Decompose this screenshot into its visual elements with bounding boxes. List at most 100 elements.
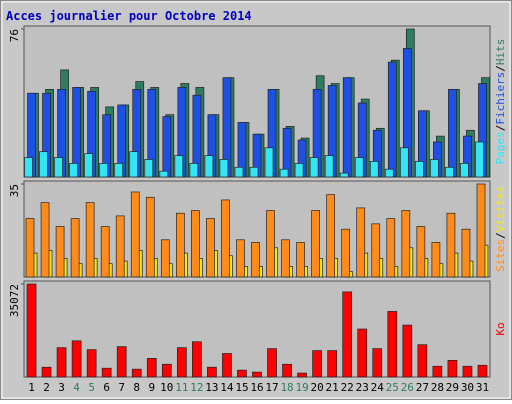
bar	[342, 291, 353, 378]
x-tick-label: 12	[190, 381, 203, 394]
y-tick-label: 35072	[8, 284, 21, 317]
bar	[70, 218, 80, 278]
x-tick-label: 13	[205, 381, 218, 394]
x-tick-label: 14	[220, 381, 234, 394]
bar	[296, 242, 305, 278]
bar	[129, 151, 139, 178]
x-tick-label: 10	[160, 381, 173, 394]
bar	[384, 168, 394, 178]
x-tick-label: 26	[401, 381, 414, 394]
bar	[386, 218, 396, 278]
x-tick-label: 22	[341, 381, 354, 394]
bar	[416, 226, 426, 278]
bar	[236, 239, 245, 278]
bar	[175, 212, 185, 278]
bar	[326, 194, 336, 278]
x-tick-label: 30	[461, 381, 474, 394]
legend: Pages/Fichiers/Hits	[494, 39, 507, 165]
x-tick-label: 19	[295, 381, 308, 394]
x-tick-label: 1	[28, 381, 35, 394]
bar	[369, 161, 379, 178]
bar	[25, 218, 35, 278]
x-tick-label: 6	[103, 381, 110, 394]
bar	[342, 77, 352, 178]
x-tick-label: 25	[386, 381, 399, 394]
bar	[191, 210, 200, 278]
bar	[372, 348, 383, 378]
bar	[415, 161, 424, 178]
bar	[339, 172, 349, 178]
bar	[144, 159, 154, 178]
bar	[219, 159, 229, 178]
bar	[462, 365, 473, 378]
x-tick-label: 4	[73, 381, 80, 394]
bar	[281, 239, 290, 278]
x-tick-label: 5	[88, 381, 95, 394]
x-tick-label: 27	[416, 381, 429, 394]
bar	[357, 328, 368, 378]
x-tick-label: 23	[356, 381, 369, 394]
x-tick-label: 3	[58, 381, 65, 394]
bar	[448, 89, 457, 178]
x-tick-label: 29	[446, 381, 459, 394]
bar	[204, 155, 214, 178]
bar	[430, 159, 439, 178]
bar	[251, 242, 260, 278]
x-tick-label: 17	[265, 381, 278, 394]
bar	[41, 366, 52, 378]
legend-entry: Hits	[494, 39, 507, 66]
legend-separator: /	[494, 125, 507, 132]
bar	[100, 226, 110, 278]
legend: Ko	[494, 322, 507, 335]
bar	[477, 364, 488, 378]
bar	[431, 242, 441, 278]
bar	[85, 202, 95, 278]
bar	[40, 202, 50, 278]
x-tick-label: 24	[371, 381, 385, 394]
x-tick-label: 18	[280, 381, 293, 394]
legend-separator: /	[494, 232, 507, 239]
bar	[266, 210, 275, 278]
bar	[309, 157, 319, 178]
bar	[130, 191, 140, 278]
bar	[476, 183, 486, 278]
bar	[56, 347, 67, 378]
bar	[206, 218, 215, 278]
bar	[159, 170, 169, 178]
legend-entry: Fichiers	[494, 72, 507, 125]
bar	[354, 157, 364, 178]
bar	[460, 163, 469, 178]
bar	[279, 168, 289, 178]
legend-entry: Ko	[494, 322, 507, 335]
bar	[55, 226, 65, 278]
bar	[160, 239, 170, 278]
bar	[446, 212, 456, 278]
bar	[174, 155, 184, 178]
legend-entry: Visites	[494, 186, 507, 232]
x-tick-label: 2	[43, 381, 50, 394]
bar	[371, 223, 381, 278]
bar	[267, 348, 277, 378]
bar	[162, 116, 172, 178]
bar	[387, 311, 398, 378]
x-tick-label: 15	[235, 381, 248, 394]
bar	[401, 210, 411, 278]
bar	[324, 155, 334, 178]
bar	[146, 358, 157, 378]
bar	[114, 163, 124, 178]
bar	[86, 349, 97, 378]
legend: Sites/Visites	[494, 186, 507, 272]
bar	[387, 61, 397, 178]
bar	[475, 141, 484, 178]
bar	[311, 210, 320, 278]
bar	[189, 163, 199, 178]
bar	[26, 283, 37, 378]
bar	[222, 353, 232, 378]
legend-entry: Sites	[494, 239, 507, 272]
x-tick-label: 7	[118, 381, 125, 394]
bar	[237, 369, 247, 378]
x-tick-label: 9	[148, 381, 155, 394]
bar	[221, 199, 230, 278]
